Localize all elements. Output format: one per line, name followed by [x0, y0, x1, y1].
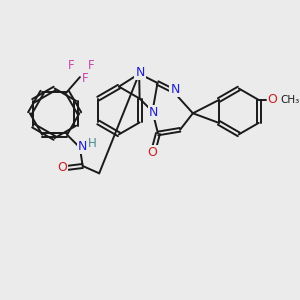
Text: F: F: [88, 59, 94, 72]
Text: O: O: [268, 93, 278, 106]
Text: N: N: [170, 83, 180, 96]
Text: CH₃: CH₃: [281, 95, 300, 105]
Text: N: N: [149, 106, 158, 119]
Text: F: F: [68, 59, 74, 72]
Text: O: O: [58, 161, 68, 174]
Text: F: F: [82, 72, 89, 86]
Text: H: H: [88, 136, 96, 149]
Text: N: N: [78, 140, 87, 153]
Text: N: N: [135, 66, 145, 80]
Text: O: O: [148, 146, 158, 159]
